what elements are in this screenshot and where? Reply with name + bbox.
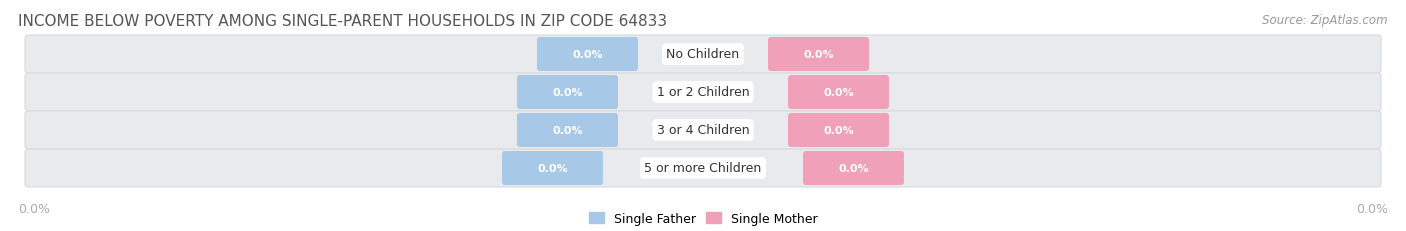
Text: 0.0%: 0.0% xyxy=(537,163,568,173)
Text: 0.0%: 0.0% xyxy=(823,125,853,135)
FancyBboxPatch shape xyxy=(502,151,603,185)
Text: 0.0%: 0.0% xyxy=(823,88,853,97)
Text: 0.0%: 0.0% xyxy=(572,50,603,60)
Text: 0.0%: 0.0% xyxy=(838,163,869,173)
FancyBboxPatch shape xyxy=(787,113,889,147)
FancyBboxPatch shape xyxy=(803,151,904,185)
FancyBboxPatch shape xyxy=(768,38,869,72)
Text: INCOME BELOW POVERTY AMONG SINGLE-PARENT HOUSEHOLDS IN ZIP CODE 64833: INCOME BELOW POVERTY AMONG SINGLE-PARENT… xyxy=(18,14,666,29)
FancyBboxPatch shape xyxy=(25,36,1381,74)
FancyBboxPatch shape xyxy=(517,113,619,147)
Text: 0.0%: 0.0% xyxy=(553,88,583,97)
Text: 0.0%: 0.0% xyxy=(553,125,583,135)
Text: 0.0%: 0.0% xyxy=(1355,203,1388,216)
Text: 0.0%: 0.0% xyxy=(18,203,51,216)
FancyBboxPatch shape xyxy=(537,38,638,72)
Text: Source: ZipAtlas.com: Source: ZipAtlas.com xyxy=(1263,14,1388,27)
Text: No Children: No Children xyxy=(666,48,740,61)
FancyBboxPatch shape xyxy=(517,76,619,109)
FancyBboxPatch shape xyxy=(25,74,1381,112)
Legend: Single Father, Single Mother: Single Father, Single Mother xyxy=(589,212,817,225)
Text: 1 or 2 Children: 1 or 2 Children xyxy=(657,86,749,99)
FancyBboxPatch shape xyxy=(25,112,1381,149)
Text: 0.0%: 0.0% xyxy=(803,50,834,60)
FancyBboxPatch shape xyxy=(25,149,1381,187)
Text: 5 or more Children: 5 or more Children xyxy=(644,162,762,175)
FancyBboxPatch shape xyxy=(787,76,889,109)
Text: 3 or 4 Children: 3 or 4 Children xyxy=(657,124,749,137)
